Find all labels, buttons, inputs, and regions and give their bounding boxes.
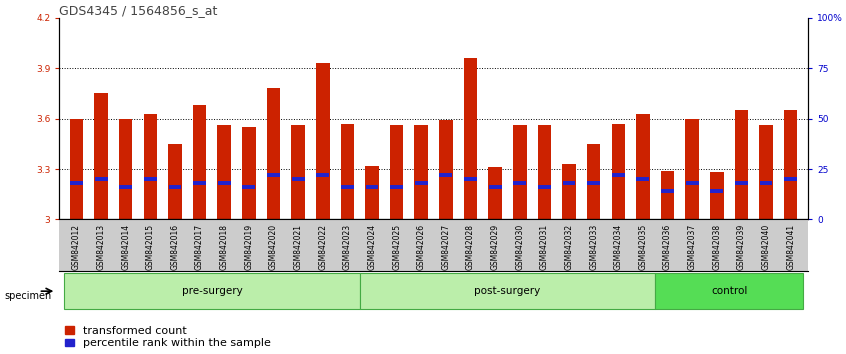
Bar bbox=[439, 120, 453, 219]
Text: GSM842022: GSM842022 bbox=[318, 224, 327, 270]
Bar bbox=[64, 273, 360, 309]
Bar bbox=[636, 177, 650, 181]
Bar bbox=[537, 125, 552, 219]
Text: GSM842020: GSM842020 bbox=[269, 224, 278, 270]
Bar bbox=[784, 110, 798, 219]
Text: GSM842036: GSM842036 bbox=[663, 224, 672, 270]
Text: GSM842023: GSM842023 bbox=[343, 224, 352, 270]
Text: GSM842015: GSM842015 bbox=[146, 224, 155, 270]
Bar bbox=[587, 144, 601, 219]
Text: GSM842039: GSM842039 bbox=[737, 224, 746, 270]
Bar bbox=[94, 93, 107, 219]
Bar bbox=[291, 125, 305, 219]
Bar bbox=[119, 185, 132, 189]
Bar bbox=[144, 114, 157, 219]
Bar bbox=[489, 185, 502, 189]
Text: GSM842013: GSM842013 bbox=[96, 224, 106, 270]
Bar bbox=[266, 88, 280, 219]
Bar bbox=[365, 166, 379, 219]
Bar bbox=[656, 273, 803, 309]
Text: GSM842041: GSM842041 bbox=[786, 224, 795, 270]
Text: specimen: specimen bbox=[4, 291, 52, 301]
Bar bbox=[513, 125, 526, 219]
Bar bbox=[415, 181, 428, 185]
Text: GSM842029: GSM842029 bbox=[491, 224, 500, 270]
Bar bbox=[95, 177, 107, 181]
Bar bbox=[243, 185, 255, 189]
Bar bbox=[488, 167, 502, 219]
Bar bbox=[686, 181, 699, 185]
Bar bbox=[636, 114, 650, 219]
Text: GSM842038: GSM842038 bbox=[712, 224, 722, 270]
Bar bbox=[242, 127, 255, 219]
Bar bbox=[390, 185, 403, 189]
Text: GSM842034: GSM842034 bbox=[614, 224, 623, 270]
Bar bbox=[70, 181, 83, 185]
Text: GSM842037: GSM842037 bbox=[688, 224, 696, 270]
Bar bbox=[168, 185, 181, 189]
Bar bbox=[685, 119, 699, 219]
Text: GSM842033: GSM842033 bbox=[589, 224, 598, 270]
Text: GSM842019: GSM842019 bbox=[244, 224, 253, 270]
Bar bbox=[514, 181, 526, 185]
Text: pre-surgery: pre-surgery bbox=[182, 286, 242, 296]
Legend: transformed count, percentile rank within the sample: transformed count, percentile rank withi… bbox=[65, 326, 271, 348]
Bar bbox=[217, 125, 231, 219]
Bar bbox=[612, 173, 624, 177]
Bar bbox=[735, 181, 748, 185]
Bar bbox=[784, 177, 797, 181]
Text: GSM842030: GSM842030 bbox=[515, 224, 525, 270]
Bar bbox=[360, 273, 656, 309]
Text: GSM842032: GSM842032 bbox=[564, 224, 574, 270]
Bar bbox=[563, 181, 575, 185]
Bar bbox=[538, 185, 551, 189]
Bar bbox=[341, 185, 354, 189]
Bar bbox=[217, 181, 231, 185]
Text: GDS4345 / 1564856_s_at: GDS4345 / 1564856_s_at bbox=[59, 4, 217, 17]
Text: GSM842012: GSM842012 bbox=[72, 224, 81, 270]
Bar bbox=[316, 63, 330, 219]
Text: GSM842026: GSM842026 bbox=[417, 224, 426, 270]
Bar bbox=[193, 181, 206, 185]
Bar bbox=[612, 124, 625, 219]
Bar bbox=[316, 173, 329, 177]
Bar bbox=[69, 119, 83, 219]
Text: GSM842024: GSM842024 bbox=[367, 224, 376, 270]
Text: post-surgery: post-surgery bbox=[475, 286, 541, 296]
Bar bbox=[563, 164, 576, 219]
Bar bbox=[661, 189, 674, 193]
Bar bbox=[292, 177, 305, 181]
Bar bbox=[365, 185, 378, 189]
Bar bbox=[734, 110, 748, 219]
Bar bbox=[119, 119, 133, 219]
Bar bbox=[415, 125, 428, 219]
Text: GSM842031: GSM842031 bbox=[540, 224, 549, 270]
Text: GSM842040: GSM842040 bbox=[761, 224, 771, 270]
Bar bbox=[760, 125, 773, 219]
Text: GSM842021: GSM842021 bbox=[294, 224, 303, 270]
Bar bbox=[439, 173, 453, 177]
Text: control: control bbox=[711, 286, 747, 296]
Bar bbox=[710, 172, 723, 219]
Bar bbox=[267, 173, 280, 177]
Bar bbox=[193, 105, 206, 219]
Bar bbox=[760, 181, 772, 185]
Bar bbox=[341, 124, 354, 219]
Bar bbox=[711, 189, 723, 193]
Text: GSM842028: GSM842028 bbox=[466, 224, 475, 270]
Bar bbox=[661, 171, 674, 219]
Text: GSM842016: GSM842016 bbox=[171, 224, 179, 270]
Bar bbox=[464, 58, 477, 219]
Text: GSM842014: GSM842014 bbox=[121, 224, 130, 270]
Text: GSM842025: GSM842025 bbox=[393, 224, 401, 270]
Bar bbox=[168, 144, 182, 219]
Text: GSM842018: GSM842018 bbox=[220, 224, 228, 270]
Bar bbox=[464, 177, 477, 181]
Text: GSM842035: GSM842035 bbox=[639, 224, 647, 270]
Bar bbox=[390, 125, 404, 219]
Bar bbox=[144, 177, 157, 181]
Text: GSM842027: GSM842027 bbox=[442, 224, 450, 270]
Text: GSM842017: GSM842017 bbox=[195, 224, 204, 270]
Bar bbox=[587, 181, 600, 185]
